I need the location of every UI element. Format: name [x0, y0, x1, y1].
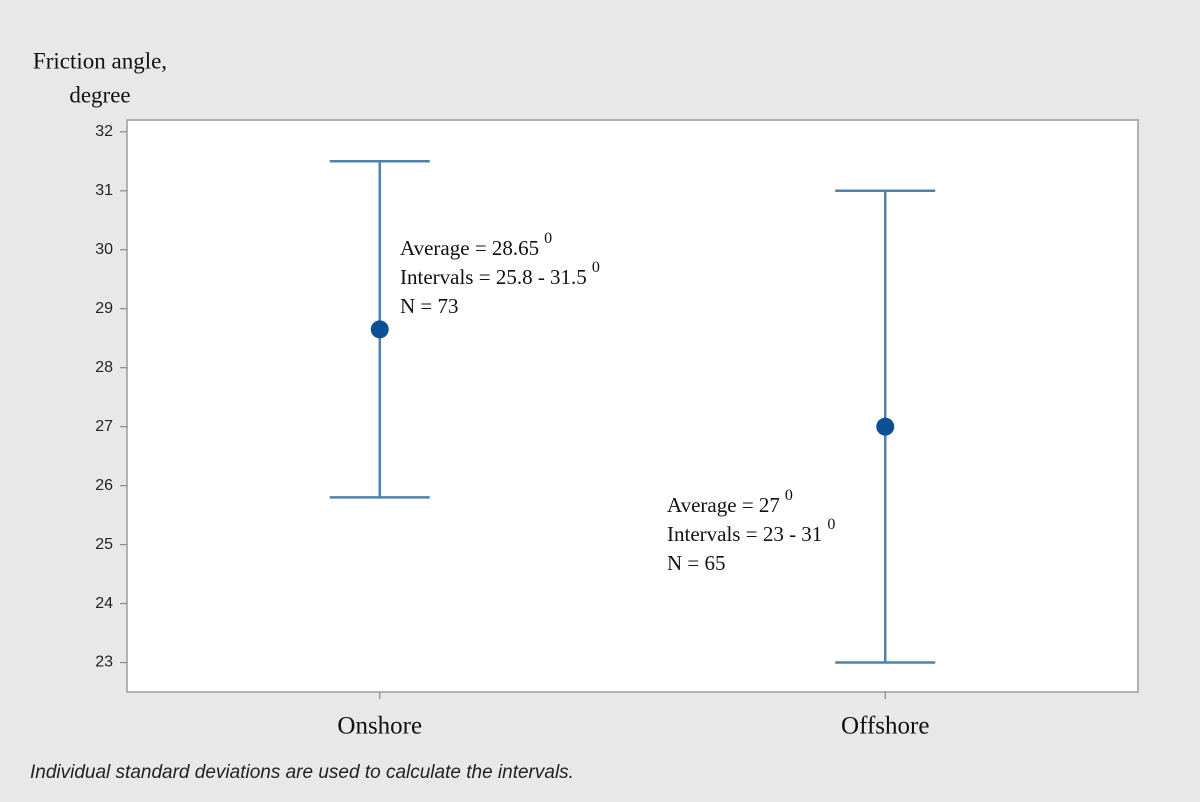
annotation: Intervals = 25.8 - 31.5 0	[400, 259, 600, 289]
y-tick-label: 32	[95, 123, 113, 140]
x-tick-label: Onshore	[337, 713, 422, 740]
plot-area	[126, 119, 1139, 693]
annotation: N = 65	[667, 551, 726, 575]
annotation-text: N = 65	[667, 551, 726, 575]
y-axis-label: Friction angle,	[33, 48, 167, 73]
annotation-superscript: 0	[544, 230, 552, 247]
y-tick-label: 29	[95, 300, 113, 317]
annotation-superscript: 0	[827, 516, 835, 533]
annotation-text: Average = 28.65	[400, 236, 539, 260]
y-tick-label: 24	[95, 595, 113, 612]
y-tick-label: 27	[95, 418, 113, 435]
annotation-text: Intervals = 25.8 - 31.5	[400, 265, 587, 289]
y-tick-label: 26	[95, 477, 113, 494]
annotation-superscript: 0	[592, 259, 600, 276]
x-tick-label: Offshore	[841, 713, 929, 740]
y-tick-label: 31	[95, 182, 113, 199]
annotation-superscript: 0	[785, 487, 793, 504]
annotation-text: Intervals = 23 - 31	[667, 522, 822, 546]
y-tick-label: 30	[95, 241, 113, 258]
annotation: Average = 27 0	[667, 487, 793, 517]
annotation-text: N = 73	[400, 294, 459, 318]
annotation: Average = 28.65 0	[400, 230, 552, 260]
mean-point	[876, 417, 895, 436]
annotation-text: Average = 27	[667, 493, 780, 517]
y-axis-label: degree	[69, 82, 130, 107]
mean-point	[370, 320, 389, 339]
footnote: Individual standard deviations are used …	[30, 762, 574, 783]
annotation: Intervals = 23 - 31 0	[667, 516, 835, 546]
y-tick-label: 23	[95, 654, 113, 671]
y-tick-label: 28	[95, 359, 113, 376]
annotation: N = 73	[400, 294, 459, 318]
y-tick-label: 25	[95, 536, 113, 553]
